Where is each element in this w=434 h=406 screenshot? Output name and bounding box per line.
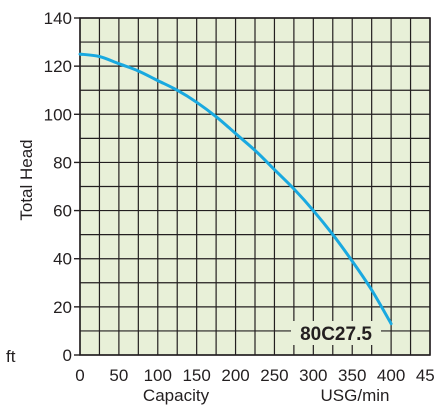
y-tick-labels: 0 20 40 60 80 100 120 140 <box>44 9 72 365</box>
y-tick-label: 140 <box>44 9 72 28</box>
x-tick-label: 300 <box>299 366 327 385</box>
x-tick-label: 350 <box>338 366 366 385</box>
plot-frame <box>79 17 431 356</box>
y-tick-label: 60 <box>53 202 72 221</box>
x-tick-label: 200 <box>221 366 249 385</box>
x-tick-labels: 0 50 100 150 200 250 300 350 400 450 <box>75 366 434 385</box>
y-tick-label: 0 <box>63 346 72 365</box>
y-tick-label: 20 <box>53 298 72 317</box>
x-tick-label: 450 <box>416 366 434 385</box>
x-tick-label: 100 <box>144 366 172 385</box>
x-tick-label: 150 <box>182 366 210 385</box>
y-tick-label: 100 <box>44 105 72 124</box>
x-axis-title: Capacity <box>143 386 210 405</box>
model-label: 80C27.5 <box>300 324 372 345</box>
x-tick-label: 250 <box>260 366 288 385</box>
y-axis-unit: ft <box>6 347 16 366</box>
y-tick-label: 120 <box>44 57 72 76</box>
series-line <box>78 52 393 326</box>
x-tick-label: 50 <box>109 366 128 385</box>
y-tick-label: 40 <box>53 250 72 269</box>
model-label-box <box>291 321 381 345</box>
y-tick-label: 80 <box>53 153 72 172</box>
x-tick-label: 0 <box>75 366 84 385</box>
y-axis-title: Total Head <box>17 139 36 220</box>
x-axis-unit: USG/min <box>321 386 390 405</box>
grid <box>74 17 431 356</box>
x-tick-label: 400 <box>377 366 405 385</box>
